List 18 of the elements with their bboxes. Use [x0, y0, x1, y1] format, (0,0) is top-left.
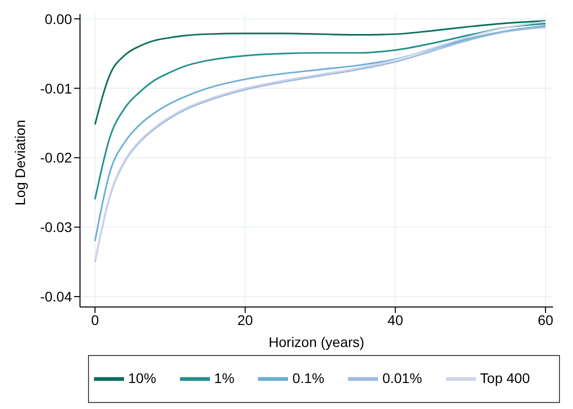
y-tick-label: 0.00 [44, 10, 72, 27]
legend-label: 0.1% [292, 370, 324, 386]
legend-label: 10% [128, 370, 156, 386]
line-series [94, 22, 546, 200]
y-tick-label: -0.03 [40, 219, 72, 236]
legend-label: 0.01% [382, 370, 422, 386]
y-tick-label: -0.01 [40, 80, 72, 96]
y-tick-label: -0.04 [40, 288, 72, 305]
y-axis-title: Log Deviation [12, 120, 28, 206]
legend-label: 1% [214, 370, 234, 386]
y-tick-label: -0.02 [40, 150, 72, 166]
x-tick-label: 20 [237, 312, 254, 328]
legend-label: Top 400 [480, 370, 530, 386]
x-axis-title: Horizon (years) [268, 334, 364, 350]
line-series [94, 20, 546, 126]
x-tick-label: 40 [388, 312, 404, 328]
x-tick-label: 0 [91, 312, 100, 328]
x-tick-label: 60 [538, 312, 554, 328]
